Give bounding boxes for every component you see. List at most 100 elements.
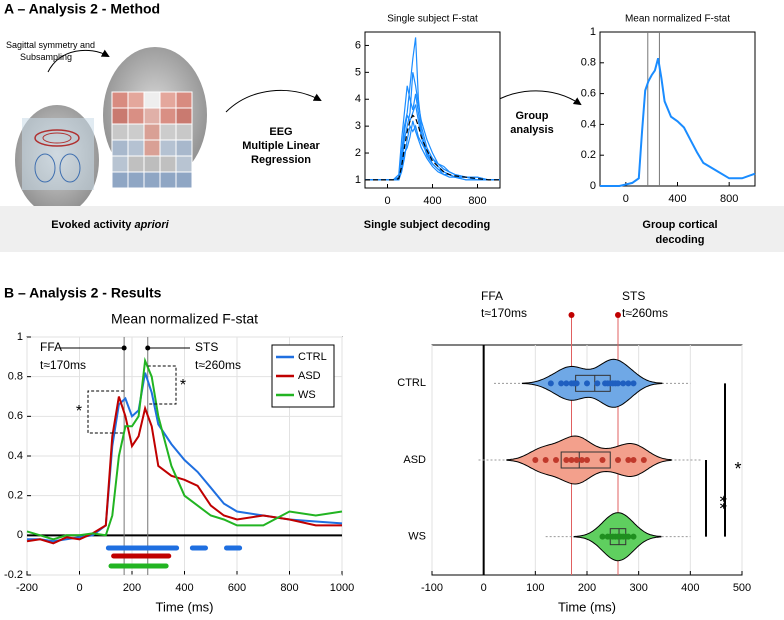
series-line (26, 356, 343, 541)
point (584, 457, 590, 463)
x-tick-label: 600 (228, 582, 246, 594)
label-line: analysis (510, 124, 553, 136)
face-large (103, 47, 207, 189)
annotation: * (76, 403, 82, 420)
x-tick-label: 400 (423, 195, 441, 207)
x-tick-label: -200 (16, 582, 38, 594)
point (594, 380, 601, 387)
x-tick-label: 200 (578, 582, 596, 594)
face-small (15, 105, 99, 215)
violin (521, 358, 663, 408)
x-tick-label: 400 (668, 193, 686, 205)
point (573, 380, 580, 387)
x-tick-label: 400 (681, 582, 699, 594)
y-tick-label: 1 (355, 174, 361, 186)
legend-label: WS (298, 389, 316, 401)
x-tick-label: 100 (526, 582, 544, 594)
label-line: Regression (251, 154, 311, 166)
leader-dot (121, 345, 127, 351)
x-axis-label: Time (ms) (155, 599, 213, 614)
significance: ** (709, 495, 729, 509)
series-line (365, 104, 500, 181)
x-tick-label: 0 (384, 195, 390, 207)
arrow (47, 49, 110, 73)
chart-title: Mean normalized F-stat (625, 14, 730, 25)
point (532, 457, 539, 463)
point (553, 457, 559, 463)
x-axis-label: Time (ms) (558, 599, 616, 614)
marker-dot (615, 312, 621, 318)
series-line (600, 57, 756, 187)
bracket (87, 390, 125, 434)
y-tick-label: 0.2 (581, 149, 596, 161)
x-tick-label: 300 (629, 582, 647, 594)
y-tick-label: 0.4 (8, 450, 23, 462)
point (584, 380, 590, 387)
x-tick-label: -100 (421, 582, 443, 594)
point (547, 380, 554, 387)
point (625, 533, 632, 540)
y-tick-label: 3 (355, 120, 361, 132)
method-label: EEG Multiple Linear Regression (242, 126, 320, 166)
annotation: t≈260ms (622, 306, 668, 320)
x-tick-label: 800 (468, 195, 486, 207)
label-line: EEG (269, 126, 292, 138)
legend-label: ASD (298, 370, 321, 382)
significance: * (734, 459, 741, 479)
x-tick-label: 800 (720, 193, 738, 205)
arrow (225, 89, 322, 113)
annotation: * (180, 377, 186, 394)
point (640, 457, 647, 463)
x-tick-label: 500 (733, 582, 751, 594)
chart-title: Mean normalized F-stat (111, 311, 258, 327)
y-tick-label: 0.4 (581, 118, 596, 130)
caption-text: decoding (656, 234, 705, 246)
y-tick-label: 0 (17, 529, 23, 541)
point (625, 380, 632, 387)
caption-band (0, 206, 784, 252)
annotation: FFA (481, 289, 503, 303)
annotation: t≈170ms (40, 358, 86, 372)
point (615, 457, 621, 463)
point (620, 380, 627, 387)
y-tick-label: 6 (355, 39, 361, 51)
panel-title: A – Analysis 2 - Method (4, 1, 160, 17)
series-line (365, 114, 500, 181)
y-tick-label: WS (408, 531, 426, 543)
caption: Group cortical decoding (642, 219, 717, 246)
point (573, 457, 580, 463)
point (630, 457, 637, 463)
y-tick-label: 0 (590, 180, 596, 192)
label-line: Sagittal symmetry and (6, 40, 95, 50)
plot-area (599, 31, 756, 187)
x-tick-label: 0 (76, 582, 82, 594)
y-tick-label: -0.2 (4, 569, 23, 581)
x-tick-label: 1000 (330, 582, 354, 594)
box (560, 451, 611, 469)
caption-text: apriori (134, 219, 169, 231)
y-tick-label: 2 (355, 147, 361, 159)
series-line (26, 396, 342, 545)
point (615, 380, 621, 387)
label-line: Multiple Linear (242, 140, 320, 152)
y-tick-label: 1 (590, 26, 596, 38)
method-label: Sagittal symmetry and Subsampling (6, 40, 95, 62)
y-tick-label: 0.6 (581, 88, 596, 100)
chart-title: Single subject F-stat (387, 14, 478, 25)
annotation: FFA (40, 340, 62, 354)
annotation: STS (622, 289, 645, 303)
plot-area (364, 31, 501, 189)
point (630, 380, 637, 387)
point (578, 457, 585, 463)
caption: Evoked activity apriori (51, 219, 169, 231)
y-tick-label: 4 (355, 93, 361, 105)
legend-label: CTRL (298, 351, 327, 363)
point (568, 457, 575, 463)
label-line: Subsampling (20, 52, 72, 62)
caption: Single subject decoding (364, 219, 491, 231)
y-tick-label: 1 (17, 331, 23, 343)
x-tick-label: 800 (280, 582, 298, 594)
caption-text: Evoked activity (51, 219, 132, 231)
annotation: t≈170ms (481, 306, 527, 320)
point (542, 457, 549, 463)
